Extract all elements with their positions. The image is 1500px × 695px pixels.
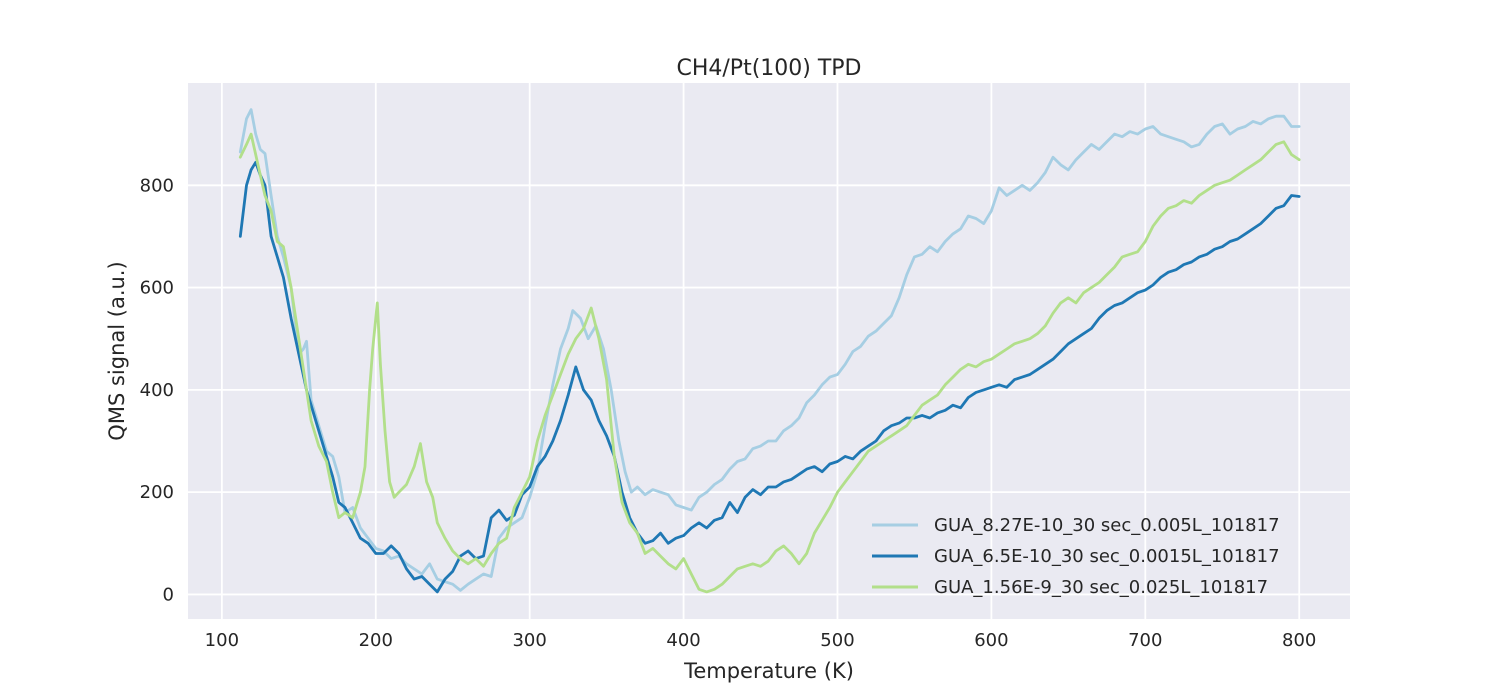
series-line-3 [238,132,1301,594]
legend-label-3: GUA_1.56E-9_30 sec_0.025L_101817 [934,577,1268,598]
x-axis-label: Temperature (K) [683,659,854,683]
y-tick-label: 200 [140,482,174,503]
series-group [238,108,1301,594]
series-line-1 [238,108,1301,592]
chart-title: CH4/Pt(100) TPD [676,56,861,81]
plot-area [188,83,1350,619]
x-tick-label: 600 [974,630,1008,651]
y-tick-label: 600 [140,278,174,299]
y-tick-label: 400 [140,380,174,401]
x-tick-label: 800 [1282,630,1316,651]
x-tick-label: 400 [666,630,700,651]
y-tick-label: 0 [163,584,174,605]
legend-label-2: GUA_6.5E-10_30 sec_0.0015L_101817 [934,546,1280,567]
x-tick-label: 100 [205,630,239,651]
y-tick-label: 800 [140,175,174,196]
series-line-2 [238,160,1301,594]
x-tick-label: 200 [359,630,393,651]
y-axis-label: QMS signal (a.u.) [105,261,129,440]
x-tick-label: 300 [512,630,546,651]
legend: GUA_8.27E-10_30 sec_0.005L_101817 GUA_6.… [872,515,1280,598]
legend-label-1: GUA_8.27E-10_30 sec_0.005L_101817 [934,515,1280,536]
tick-labels: 100 200 300 400 500 600 700 800 0 200 400 600 800 [140,175,1317,651]
x-tick-label: 500 [820,630,854,651]
x-tick-label: 700 [1128,630,1162,651]
